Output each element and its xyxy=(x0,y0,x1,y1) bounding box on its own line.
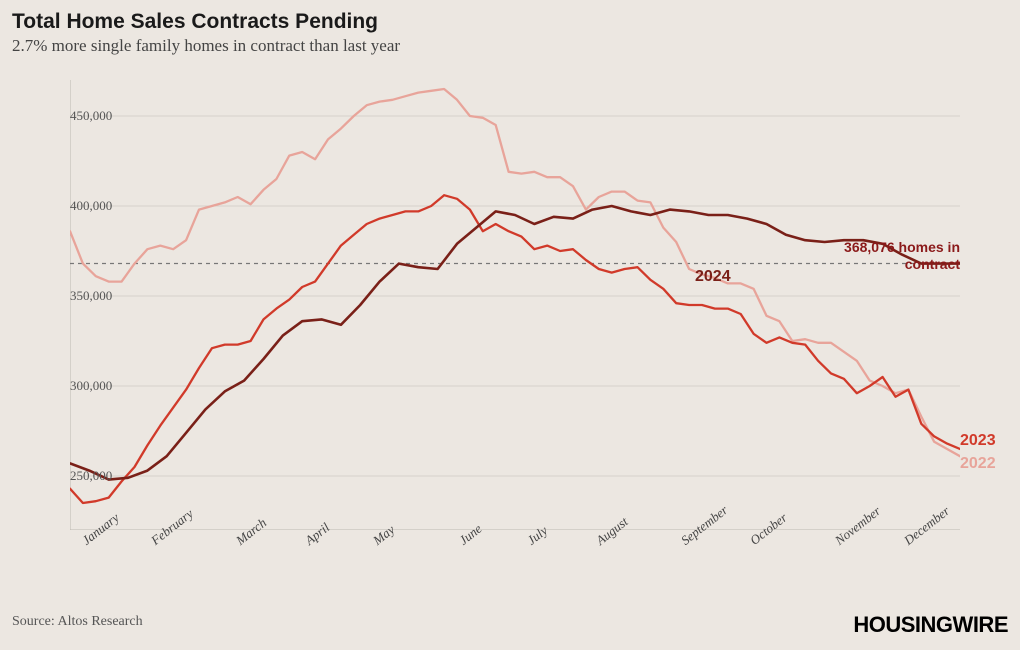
series-label-2022: 2022 xyxy=(960,455,996,473)
chart-subtitle: 2.7% more single family homes in contrac… xyxy=(12,36,400,56)
chart-svg xyxy=(70,80,960,530)
series-label-2023: 2023 xyxy=(960,432,996,450)
chart-title: Total Home Sales Contracts Pending xyxy=(12,10,378,34)
brand-logo: HOUSINGWIRE xyxy=(853,612,1008,638)
reference-callout: 368,076 homes incontract xyxy=(844,239,960,273)
chart-plot-area: 250,000300,000350,000400,000450,000Janua… xyxy=(70,80,960,530)
series-label-2024: 2024 xyxy=(695,268,731,286)
chart-source: Source: Altos Research xyxy=(12,614,143,630)
